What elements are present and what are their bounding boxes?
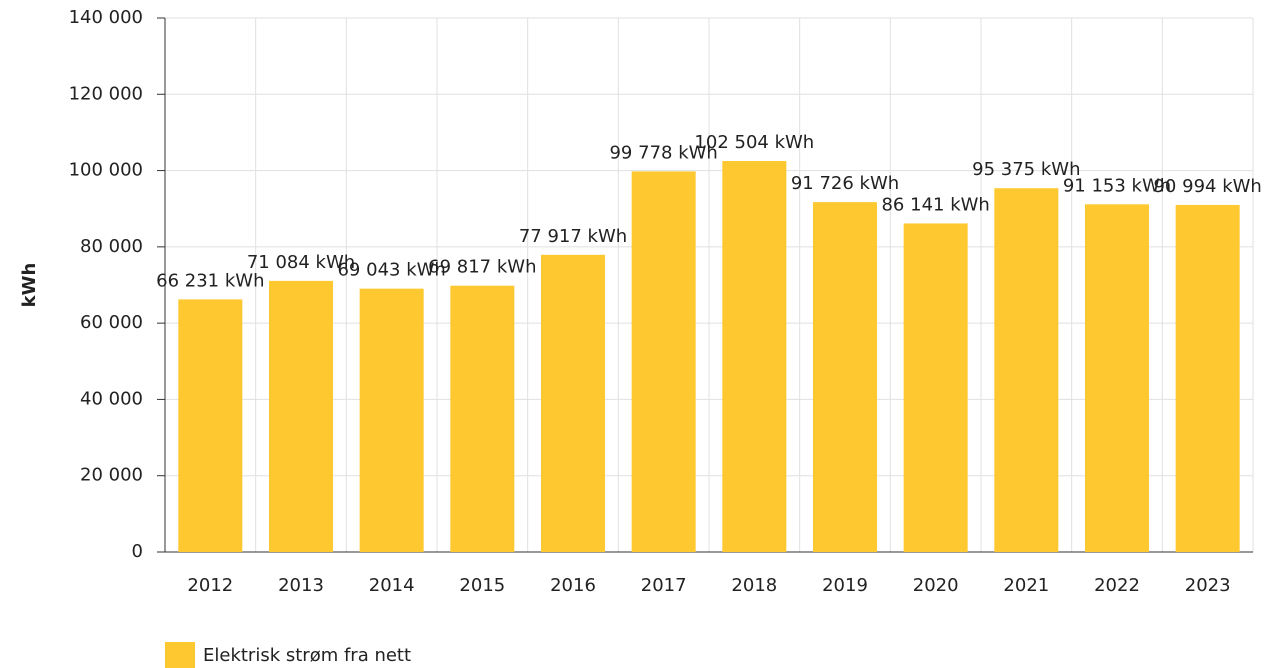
x-tick-label: 2020 (913, 575, 959, 596)
value-label: 77 917 kWh (519, 226, 627, 247)
x-tick-label: 2015 (459, 575, 505, 596)
value-label: 91 153 kWh (1063, 175, 1171, 196)
bar (631, 171, 696, 552)
value-label: 90 994 kWh (1153, 176, 1261, 197)
y-tick-label: 100 000 (69, 160, 143, 181)
value-label: 71 084 kWh (247, 252, 355, 273)
legend-swatch (165, 642, 195, 668)
bar (1175, 204, 1240, 552)
bar (178, 299, 243, 552)
x-tick-label: 2023 (1185, 575, 1231, 596)
value-label: 86 141 kWh (881, 194, 989, 215)
x-tick-label: 2018 (731, 575, 777, 596)
x-tick-label: 2012 (187, 575, 233, 596)
bar (1085, 204, 1149, 553)
value-label: 95 375 kWh (972, 159, 1080, 180)
y-tick-label: 60 000 (80, 312, 143, 333)
y-tick-label: 0 (132, 541, 143, 562)
x-tick-label: 2017 (641, 575, 687, 596)
y-tick-label: 140 000 (69, 7, 143, 28)
bar (359, 288, 424, 552)
bar (541, 254, 605, 552)
value-label: 91 726 kWh (791, 173, 899, 194)
value-label: 102 504 kWh (694, 132, 814, 153)
value-label: 99 778 kWh (609, 142, 717, 163)
bar (813, 202, 877, 552)
value-label: 66 231 kWh (156, 270, 264, 291)
value-label: 69 817 kWh (428, 257, 536, 278)
x-tick-label: 2019 (822, 575, 868, 596)
bar (722, 161, 787, 553)
bar (903, 223, 968, 553)
y-tick-label: 20 000 (80, 465, 143, 486)
y-tick-label: 40 000 (80, 388, 143, 409)
x-tick-label: 2022 (1094, 575, 1140, 596)
bar (994, 188, 1059, 552)
x-tick-label: 2014 (369, 575, 415, 596)
x-tick-label: 2013 (278, 575, 324, 596)
x-tick-label: 2016 (550, 575, 596, 596)
y-axis-label: kWh (19, 263, 40, 308)
y-tick-label: 120 000 (69, 83, 143, 104)
bar (269, 280, 333, 552)
x-tick-label: 2021 (1003, 575, 1049, 596)
legend-label: Elektrisk strøm fra nett (203, 645, 411, 666)
value-label: 69 043 kWh (337, 260, 445, 281)
y-tick-label: 80 000 (80, 236, 143, 257)
bar (450, 285, 515, 552)
